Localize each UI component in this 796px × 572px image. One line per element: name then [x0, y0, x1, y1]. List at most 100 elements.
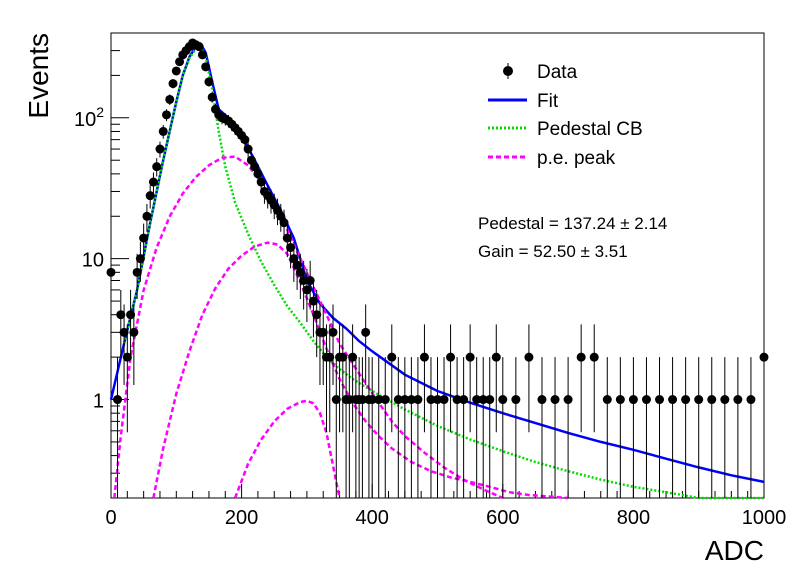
data-point — [537, 395, 547, 405]
data-point — [240, 135, 250, 145]
data-point — [439, 395, 449, 405]
data-point — [119, 327, 129, 337]
data-point — [139, 233, 149, 243]
legend-label-data: Data — [537, 62, 578, 83]
data-point — [576, 352, 586, 362]
x-axis-label: ADC — [705, 535, 764, 566]
data-point — [106, 267, 116, 277]
data-point — [400, 395, 410, 405]
data-point — [348, 352, 358, 362]
data-point — [302, 285, 312, 295]
data-point — [207, 92, 217, 102]
data-point — [433, 395, 442, 405]
data-point — [155, 144, 165, 154]
x-tick-label: 800 — [617, 507, 650, 529]
data-point — [295, 267, 305, 277]
data-point — [279, 218, 289, 228]
data-point — [413, 395, 423, 405]
data-point — [446, 352, 456, 362]
data-point — [145, 191, 155, 201]
data-point — [308, 296, 318, 306]
data-point — [628, 395, 638, 405]
data-point — [655, 395, 665, 405]
data-point — [426, 395, 436, 405]
y-tick-label: 102 — [74, 104, 104, 131]
data-point — [282, 233, 292, 243]
legend: Data Fit Pedestal CB p.e. peak — [488, 62, 643, 169]
data-point — [681, 395, 691, 405]
data-point — [746, 395, 756, 405]
data-point — [511, 395, 521, 405]
data-point — [243, 144, 253, 154]
data-point — [387, 352, 397, 362]
data-point — [589, 352, 599, 362]
data-point — [694, 395, 704, 405]
legend-label-fit: Fit — [537, 91, 559, 112]
data-point — [602, 395, 612, 405]
annotation-gain: Gain = 52.50 ± 3.51 — [478, 242, 628, 261]
data-point — [168, 79, 178, 89]
data-point — [162, 110, 172, 120]
data-point — [148, 177, 158, 187]
data-point — [312, 310, 322, 320]
data-point — [194, 42, 204, 52]
y-tick-label: 10 — [82, 250, 104, 272]
data-point — [733, 395, 743, 405]
data-point — [165, 94, 175, 104]
data-point — [171, 66, 181, 76]
data-point — [344, 395, 354, 405]
data-point — [668, 395, 678, 405]
data-point — [328, 327, 338, 337]
data-point — [122, 352, 132, 362]
data-point — [498, 395, 508, 405]
data-point — [129, 327, 139, 337]
data-point — [406, 395, 416, 405]
data-point — [256, 177, 266, 187]
data-point — [253, 169, 263, 179]
data-point — [720, 395, 730, 405]
data-point — [250, 162, 260, 172]
data-point — [292, 260, 302, 270]
x-tick-label: 400 — [356, 507, 389, 529]
legend-label-pedestal: Pedestal CB — [537, 119, 643, 140]
data-point — [152, 162, 162, 172]
data-point — [615, 395, 625, 405]
data-point — [357, 395, 367, 405]
data-point — [305, 275, 315, 285]
data-point — [116, 310, 126, 320]
x-tick-label: 1000 — [742, 507, 787, 529]
x-tick-label: 200 — [225, 507, 258, 529]
data-point — [380, 395, 390, 405]
data-point — [318, 327, 328, 337]
data-point — [325, 352, 335, 362]
data-point — [419, 352, 429, 362]
data-point — [524, 352, 534, 362]
data-point — [478, 395, 488, 405]
data-point — [142, 211, 152, 221]
data-point — [204, 77, 214, 87]
data-point — [707, 395, 717, 405]
data-point — [126, 310, 136, 320]
legend-label-pe-peak: p.e. peak — [537, 148, 616, 169]
data-point — [331, 395, 341, 405]
data-point — [465, 352, 475, 362]
curve-p-e-peak-3 — [233, 399, 341, 499]
data-point — [485, 395, 495, 405]
data-point — [286, 243, 296, 253]
data-point — [299, 275, 309, 285]
data-point — [459, 395, 469, 405]
data-point — [135, 254, 145, 264]
data-points-group — [106, 38, 769, 498]
data-point — [393, 395, 403, 405]
annotation-pedestal: Pedestal = 137.24 ± 2.14 — [478, 214, 667, 233]
data-point — [338, 352, 348, 362]
data-point — [550, 395, 560, 405]
data-point — [563, 395, 573, 405]
x-tick-label: 600 — [486, 507, 519, 529]
data-point — [374, 395, 384, 405]
data-point — [491, 352, 501, 362]
data-point — [201, 62, 211, 72]
curve-pedestal-cb — [122, 45, 764, 500]
y-axis-label: Events — [23, 33, 54, 119]
